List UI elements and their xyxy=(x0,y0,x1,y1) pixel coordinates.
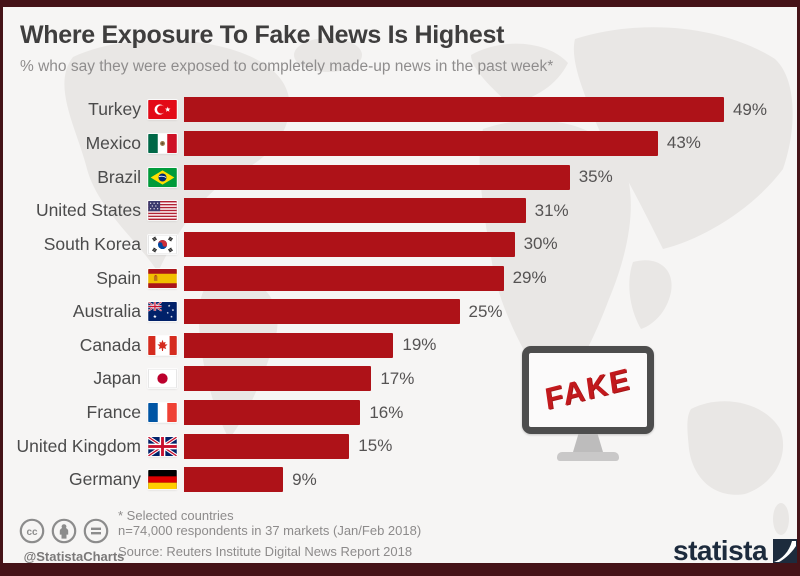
country-label: United Kingdom xyxy=(16,435,141,456)
footnote-sample: n=74,000 respondents in 37 markets (Jan/… xyxy=(118,523,422,538)
chart-title: Where Exposure To Fake News Is Highest xyxy=(20,21,505,49)
chart-row: South Korea 30% xyxy=(3,228,797,262)
value-bar xyxy=(184,366,372,392)
by-icon xyxy=(51,518,77,544)
value-label: 43% xyxy=(666,133,701,153)
country-label: Canada xyxy=(79,334,141,355)
statista-logo: statista xyxy=(673,535,797,563)
value-label: 17% xyxy=(380,368,415,388)
australia-flag-icon xyxy=(148,302,177,322)
value-bar xyxy=(184,433,350,459)
nd-icon xyxy=(83,518,109,544)
spain-flag-icon xyxy=(148,268,177,288)
value-label: 35% xyxy=(578,167,613,187)
monitor-base xyxy=(557,452,619,461)
country-label: Turkey xyxy=(88,99,141,120)
value-label: 16% xyxy=(369,402,404,422)
country-label: Australia xyxy=(72,301,141,322)
value-label: 15% xyxy=(358,436,393,456)
chart-rows: Turkey 49% Mexico 43% Brazil 35% United States… xyxy=(3,93,797,497)
value-bar xyxy=(184,400,361,426)
united-kingdom-flag-icon xyxy=(148,436,177,456)
value-bar xyxy=(184,164,570,190)
value-bar xyxy=(184,231,515,257)
value-label: 49% xyxy=(732,99,767,119)
canada-flag-icon xyxy=(148,335,177,355)
country-label: Germany xyxy=(69,469,141,490)
value-label: 19% xyxy=(402,335,437,355)
fake-text: FAKE xyxy=(542,362,633,417)
country-label: Spain xyxy=(96,267,141,288)
cc-icon: cc xyxy=(19,518,45,544)
chart-row: Spain 29% xyxy=(3,261,797,295)
value-label: 29% xyxy=(512,268,547,288)
chart-row: United Kingdom 15% xyxy=(3,429,797,463)
country-label: United States xyxy=(35,200,141,221)
chart-subtitle: % who say they were exposed to completel… xyxy=(20,58,554,75)
value-label: 9% xyxy=(292,469,317,489)
japan-flag-icon xyxy=(148,369,177,389)
monitor-frame: FAKE xyxy=(522,346,654,434)
monitor-screen: FAKE xyxy=(529,353,647,427)
value-label: 25% xyxy=(468,301,503,321)
brazil-flag-icon xyxy=(148,167,177,187)
chart-row: Turkey 49% xyxy=(3,93,797,127)
value-label: 30% xyxy=(523,234,558,254)
chart-row: Japan 17% xyxy=(3,362,797,396)
value-bar xyxy=(184,265,504,291)
statista-logo-text: statista xyxy=(673,535,768,563)
france-flag-icon xyxy=(148,403,177,423)
south-korea-flag-icon xyxy=(148,234,177,254)
chart-row: United States 31% xyxy=(3,194,797,228)
value-bar xyxy=(184,467,284,493)
infographic-canvas: Where Exposure To Fake News Is Highest %… xyxy=(3,7,797,563)
footnote-selected-countries: * Selected countries xyxy=(118,508,234,523)
value-bar xyxy=(184,97,724,123)
country-label: Japan xyxy=(93,368,141,389)
value-bar xyxy=(184,198,526,224)
country-label: France xyxy=(86,402,141,423)
country-label: South Korea xyxy=(43,233,141,254)
turkey-flag-icon xyxy=(148,100,177,120)
chart-row: France 16% xyxy=(3,396,797,430)
header: Where Exposure To Fake News Is Highest %… xyxy=(20,21,553,76)
footnotes: * Selected countries n=74,000 respondent… xyxy=(118,508,421,559)
chart-row: Germany 9% xyxy=(3,463,797,497)
license-icons: cc xyxy=(19,518,109,544)
chart-row: Australia 25% xyxy=(3,295,797,329)
statista-logo-icon xyxy=(773,539,797,563)
fake-news-monitor-illustration: FAKE xyxy=(522,346,654,461)
mexico-flag-icon xyxy=(148,133,177,153)
statista-charts-handle: @StatistaCharts xyxy=(23,549,125,563)
united-states-flag-icon xyxy=(148,201,177,221)
value-bar xyxy=(184,299,460,325)
chart-row: Mexico 43% xyxy=(3,127,797,161)
value-bar xyxy=(184,130,658,156)
source-line: Source: Reuters Institute Digital News R… xyxy=(118,544,413,559)
chart-row: Brazil 35% xyxy=(3,160,797,194)
value-label: 31% xyxy=(534,200,569,220)
country-label: Brazil xyxy=(97,166,141,187)
monitor-stand xyxy=(573,434,603,452)
germany-flag-icon xyxy=(148,470,177,490)
country-label: Mexico xyxy=(85,132,141,153)
chart-row: Canada 19% xyxy=(3,328,797,362)
value-bar xyxy=(184,332,394,358)
svg-text:cc: cc xyxy=(26,527,38,538)
